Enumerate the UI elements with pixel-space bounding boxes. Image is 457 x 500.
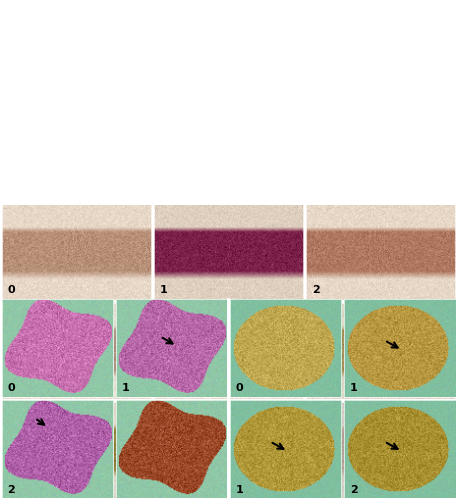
Text: 3: 3 (7, 384, 15, 394)
Text: 1: 1 (235, 484, 243, 494)
Text: 0: 0 (7, 384, 15, 394)
Text: 2: 2 (350, 484, 357, 494)
Text: 0: 0 (7, 286, 15, 296)
Text: 5: 5 (312, 384, 320, 394)
Text: 1: 1 (121, 384, 129, 394)
Text: 4: 4 (160, 384, 168, 394)
Text: 6: 6 (312, 484, 320, 494)
Text: 2: 2 (7, 484, 15, 494)
Text: 6: 6 (160, 484, 168, 494)
Text: 0: 0 (235, 384, 243, 394)
Text: 2: 2 (312, 286, 320, 296)
Text: 1: 1 (160, 286, 168, 296)
Text: 1: 1 (350, 384, 357, 394)
Text: 6: 6 (7, 484, 16, 494)
